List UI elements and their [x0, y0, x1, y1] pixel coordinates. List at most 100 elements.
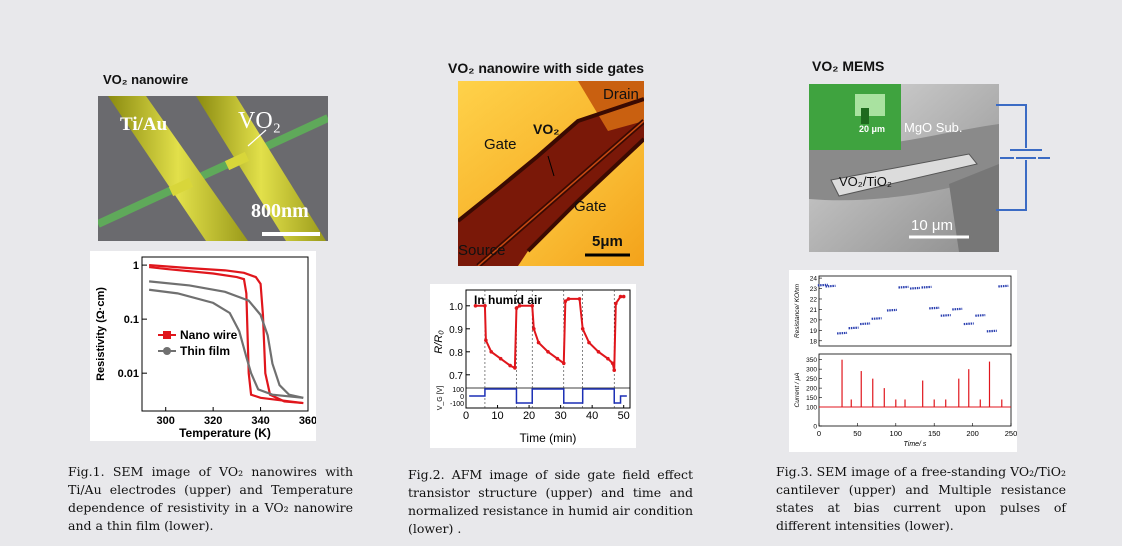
chart2-point: [532, 327, 536, 331]
fig2-source-label: Source: [458, 242, 506, 259]
chart3-resistance-point: [909, 286, 921, 290]
fig2-gate2-label: Gate: [574, 198, 607, 215]
chart3-ytick-top-label: 21: [810, 307, 818, 314]
chart3-resistance-point: [825, 284, 836, 288]
fig1-wire-label: VO₂: [238, 108, 282, 134]
chart2-point: [618, 294, 623, 299]
chart1-frame: [141, 256, 309, 412]
chart2-xtick-label: 10: [491, 410, 503, 422]
fig3-scale-label: 10 μm: [911, 217, 953, 234]
chart2-vg-tick-label: 0: [460, 394, 464, 401]
chart2-point: [621, 294, 626, 299]
chart3-xtick-label: 200: [966, 429, 979, 438]
chart2-xtick-label: 50: [618, 410, 630, 422]
chart3-xtick-label: 150: [928, 429, 941, 438]
chart3-resistance-point: [952, 307, 963, 311]
chart2-point: [473, 304, 478, 308]
chart1-series-0-cooling: [148, 265, 304, 405]
chart3-xtick-label: 50: [853, 429, 861, 438]
chart2-point: [610, 361, 615, 366]
chart2-ytick-label: 0.7: [449, 371, 463, 382]
chart1-series-1-heating: [149, 280, 304, 399]
chart3-xlabel: Time/ s: [904, 441, 927, 448]
chart1-ytick-label: 0.01: [118, 368, 139, 380]
fig2-drain-label: Drain: [603, 86, 639, 103]
fig1-sem-image: Ti/Au VO₂ 800nm: [98, 96, 328, 241]
chart3-ytick-top-label: 22: [810, 296, 818, 303]
fig3-circuit-schematic: [996, 100, 1052, 215]
chart2-series-resistance: [475, 295, 624, 371]
fig2-title: VO₂ nanowire with side gates: [448, 60, 645, 76]
fig3-title: VO₂ MEMS: [812, 58, 885, 74]
chart2-annotation: In humid air: [474, 293, 542, 307]
chart2-vg-tick-label: -100: [450, 401, 464, 408]
chart2-point: [561, 361, 566, 366]
fig3-inset-scale-label: 20 μm: [859, 124, 886, 134]
chart3-resistance-point: [975, 314, 986, 317]
chart2-xtick-label: 20: [523, 410, 535, 422]
chart3-ytick-top-label: 24: [810, 276, 818, 283]
chart2-frame: [465, 289, 631, 409]
chart1-ylabel: Resistivity (Ω·cm): [95, 287, 107, 381]
chart2-point: [530, 304, 535, 308]
chart1-xtick-label: 360: [299, 415, 316, 427]
chart2-point: [566, 297, 571, 301]
chart2-xtick-label: 0: [463, 410, 469, 422]
chart2-vg-tick-label: 100: [452, 387, 464, 394]
chart3-ytick-bottom-label: 0: [813, 424, 817, 431]
chart3-resistance-point: [860, 322, 871, 326]
chart2-point: [517, 304, 522, 308]
chart2-xtick-label: 30: [554, 410, 566, 422]
fig3-sem-image: 20 μm MgO Sub. VO₂/TiO₂ 10 μm: [809, 84, 999, 252]
chart2-point: [563, 299, 568, 303]
chart2-series-vg: [469, 388, 627, 404]
chart3-ytick-bottom-label: 250: [806, 376, 817, 383]
chart3-ytick-bottom-label: 150: [806, 395, 817, 402]
chart3-xtick-label: 0: [817, 429, 821, 438]
chart3-resistance-point: [986, 329, 997, 333]
chart3-ylabel-bottom: Current / μA: [794, 373, 801, 408]
chart2-ytick-label: 1.0: [449, 302, 463, 313]
fig3-substrate-label: MgO Sub.: [904, 120, 963, 135]
chart2-point: [580, 327, 585, 331]
chart2-point: [612, 368, 617, 372]
fig1-sem-title: VO₂ nanowire: [103, 74, 189, 87]
chart2-point: [489, 350, 494, 354]
chart3-resistance-point: [848, 326, 859, 330]
chart1-xtick-label: 300: [157, 415, 175, 427]
chart3-resistance-point: [921, 285, 932, 289]
chart3-resistance-point: [929, 306, 940, 310]
chart3-xtick-label: 250: [1005, 429, 1017, 438]
fig2-gate1-label: Gate: [484, 136, 517, 153]
chart1-xtick-label: 340: [251, 415, 269, 427]
chart3-resistance-point: [886, 308, 898, 312]
chart1-legend-label: Nano wire: [180, 328, 238, 342]
chart2-ylabel-top: R/R₀: [433, 330, 445, 354]
chart3-ytick-bottom-label: 350: [806, 357, 817, 364]
fig1-electrode-label: Ti/Au: [120, 114, 168, 135]
chart1-ytick-label: 0.1: [124, 314, 139, 326]
chart3-resistance-point: [871, 317, 882, 320]
chart3-ylabel-top: Resistance/ KOhm: [794, 283, 801, 338]
chart3-resistance-point: [963, 322, 974, 326]
chart1-series-0-heating: [149, 264, 304, 405]
fig3-resistance-current-chart: 24 23 22 21 20 19 18 350 300 250 200 150 100 0 0 50 100 1…: [789, 270, 1017, 452]
chart1-legend-marker: [163, 331, 171, 339]
chart3-frame-top: [818, 275, 1012, 347]
chart1-ytick-label: 1: [133, 260, 139, 272]
chart3-ytick-bottom-label: 300: [806, 367, 817, 374]
chart2-point: [484, 338, 488, 343]
chart3-ytick-bottom-label: 100: [806, 405, 817, 412]
chart3-ytick-top-label: 18: [810, 338, 818, 345]
chart2-ytick-label: 0.9: [449, 325, 463, 336]
chart2-point: [514, 306, 519, 310]
chart2-ylabel-bottom: V_G [V]: [437, 386, 444, 411]
chart1-legend-marker: [163, 347, 171, 355]
chart2-point: [513, 366, 517, 370]
fig3-cantilever-label: VO₂/TiO₂: [839, 174, 892, 189]
chart2-point: [577, 297, 582, 301]
chart2-xtick-label: 40: [586, 410, 598, 422]
fig3-caption: Fig.3. SEM image of a free-standing VO₂/…: [776, 464, 1066, 533]
chart2-ytick-label: 0.8: [449, 348, 463, 359]
fig1-caption: Fig.1. SEM image of VO₂ nanowires with T…: [68, 464, 353, 533]
